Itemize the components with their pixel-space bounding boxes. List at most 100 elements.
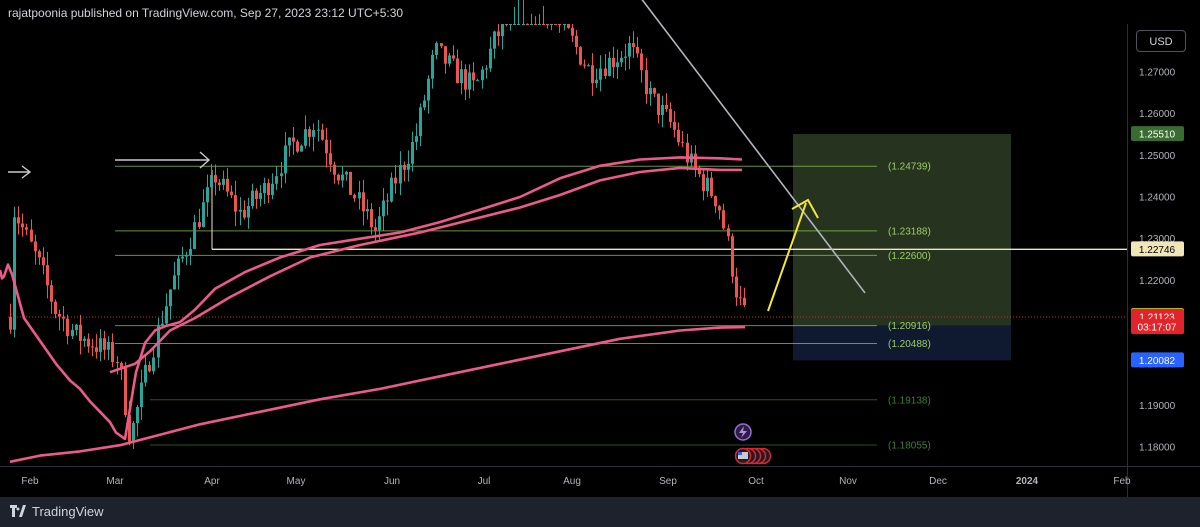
candle-down <box>735 276 738 298</box>
candle-up <box>415 136 418 142</box>
candle-up <box>83 338 86 341</box>
candle-down <box>337 174 340 181</box>
candle-up <box>419 107 422 137</box>
candle-up <box>284 145 287 174</box>
candle-down <box>534 24 537 25</box>
candle-down <box>579 47 582 65</box>
candle-up <box>563 24 566 25</box>
candle-down <box>669 109 672 123</box>
candle-up <box>99 338 102 352</box>
candle-up <box>530 24 533 25</box>
candle-down <box>657 93 660 115</box>
candle-up <box>599 68 602 80</box>
candle-up <box>239 209 242 212</box>
candle-down <box>456 58 459 84</box>
candle-up <box>181 256 184 259</box>
candle-down <box>148 364 151 372</box>
x-tick-label: Dec <box>929 476 947 487</box>
trendline[interactable] <box>640 0 866 294</box>
y-tick-label: 1.22000 <box>1139 276 1176 287</box>
candle-down <box>25 227 28 230</box>
candle-up <box>538 24 541 25</box>
price-tag[interactable] <box>1131 126 1184 142</box>
candle-down <box>636 46 639 54</box>
candle-up <box>620 57 623 63</box>
candle-down <box>727 228 730 237</box>
candle-down <box>226 178 229 192</box>
ma-mid-line[interactable] <box>109 166 742 374</box>
x-tick-label: Nov <box>839 476 857 487</box>
projection-arrow-head-icon <box>791 198 819 219</box>
candle-up <box>358 192 361 199</box>
currency-button[interactable]: USD <box>1136 30 1186 52</box>
candle-up <box>259 193 262 200</box>
candle-down <box>42 257 45 266</box>
candle-up <box>304 129 307 146</box>
candle-down <box>542 24 545 25</box>
candle-up <box>628 43 631 57</box>
candle-down <box>739 297 742 299</box>
candle-up <box>202 202 205 227</box>
candle-down <box>128 415 131 443</box>
candle-down <box>673 122 676 130</box>
candle-down <box>583 64 586 66</box>
fib-level-label: (1.19138) <box>888 395 931 406</box>
projection-arrow[interactable] <box>767 202 807 312</box>
candle-up <box>132 423 135 443</box>
candle-down <box>464 69 467 90</box>
price-tag[interactable] <box>1131 241 1184 257</box>
y-tick-label: 1.19000 <box>1139 401 1176 412</box>
candle-down <box>30 229 33 242</box>
price-tag[interactable] <box>1131 352 1184 368</box>
candle-down <box>714 196 717 207</box>
x-tick-label: Mar <box>106 476 124 487</box>
candle-up <box>71 330 74 337</box>
candle-up <box>177 258 180 276</box>
candle-down <box>472 72 475 81</box>
candle-up <box>169 289 172 307</box>
publication-header: rajatpoonia published on TradingView.com… <box>8 6 404 20</box>
candle-up <box>649 88 652 95</box>
candle-up <box>317 129 320 131</box>
candle-down <box>34 241 37 252</box>
candle-down <box>370 209 373 228</box>
candle-down <box>38 251 41 258</box>
ma-short-line[interactable] <box>0 156 743 441</box>
candle-up <box>460 69 463 84</box>
candle-down <box>50 285 53 302</box>
candle-down <box>308 129 311 137</box>
price-tag[interactable] <box>1131 319 1184 335</box>
x-tick-label: Feb <box>1113 476 1131 487</box>
x-tick-label: Jul <box>478 476 491 487</box>
candle-down <box>234 195 237 212</box>
candle-up <box>222 178 225 185</box>
candle-up <box>165 306 168 324</box>
candle-down <box>9 317 12 330</box>
candle-down <box>694 153 697 168</box>
candle-down <box>526 24 529 25</box>
candle-down <box>567 24 570 28</box>
ma-long-line[interactable] <box>9 325 746 464</box>
candle-up <box>513 24 516 25</box>
price-tag-label: 1.22746 <box>1139 245 1176 256</box>
price-chart[interactable]: (1.24739) (1.23188) (1.22600) (1.20916) (1.2… <box>0 0 1200 497</box>
candle-down <box>116 362 119 364</box>
candle-down <box>698 167 701 175</box>
candle-up <box>509 24 512 25</box>
candle-up <box>624 56 627 58</box>
candle-down <box>731 236 734 277</box>
candle-down <box>604 68 607 76</box>
candle-down <box>743 297 746 306</box>
candle-down <box>325 139 328 154</box>
fib-level-label: (1.20488) <box>888 339 931 350</box>
candle-up <box>595 79 598 84</box>
candle-up <box>271 183 274 196</box>
candle-down <box>230 191 233 196</box>
candle-down <box>214 175 217 183</box>
candle-up <box>173 275 176 290</box>
candle-up <box>493 31 496 49</box>
candle-down <box>632 43 635 47</box>
candle-down <box>665 104 668 110</box>
candle-up <box>312 130 315 137</box>
x-tick-label: Jun <box>384 476 400 487</box>
